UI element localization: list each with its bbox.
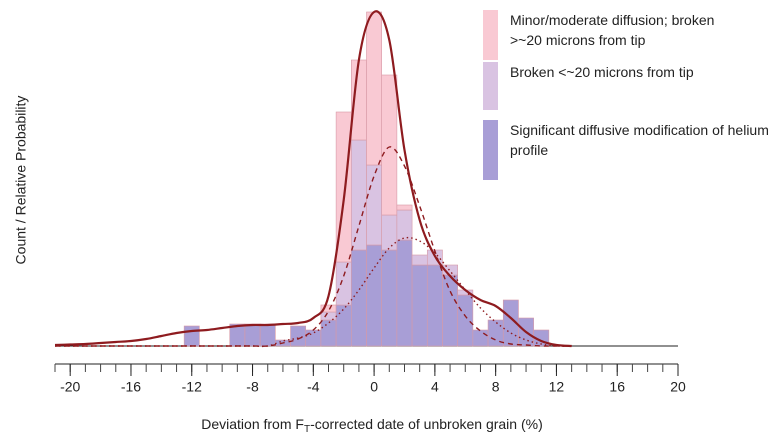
curve-dotted: [55, 236, 572, 348]
legend-swatch: [483, 62, 498, 110]
legend-swatch: [483, 10, 498, 60]
bar: [320, 319, 337, 347]
bar: [183, 325, 200, 347]
x-tick-label: 20: [670, 379, 686, 395]
bar: [411, 264, 428, 347]
bar: [396, 209, 413, 241]
x-label-part: -corrected date of unbroken grain (%): [310, 416, 543, 432]
x-label-subscript: T: [304, 424, 310, 435]
bar: [305, 329, 322, 347]
bar: [442, 274, 458, 347]
bar: [320, 311, 337, 321]
bar: [366, 244, 382, 347]
bar: [335, 261, 352, 306]
x-tick-label: -12: [182, 379, 202, 395]
bar: [396, 204, 413, 211]
legend-label: Broken <~20 microns from tip: [510, 64, 694, 80]
legend-item: Minor/moderate diffusion; broken >~20 mi…: [483, 10, 715, 60]
bar: [244, 323, 261, 347]
bar: [411, 254, 428, 266]
bar: [381, 74, 398, 216]
curve-dashed: [55, 146, 572, 347]
x-tick-label: 0: [370, 379, 378, 395]
legend-label: Minor/moderate diffusion; broken >~20 mi…: [510, 12, 715, 48]
legend-swatch: [483, 120, 498, 180]
x-tick-label: -4: [307, 379, 320, 395]
x-tick-label: 8: [492, 379, 500, 395]
bar: [259, 323, 276, 347]
legend-item: Significant diffusive modification of he…: [483, 120, 769, 180]
x-axis-label: Deviation from FT-corrected date of unbr…: [201, 416, 543, 435]
y-axis-label: Count / Relative Probability: [13, 96, 29, 265]
x-tick-label: -16: [121, 379, 141, 395]
bar: [457, 294, 474, 347]
x-tick-label: -20: [60, 379, 80, 395]
legend-item: Broken <~20 microns from tip: [483, 62, 769, 110]
bar: [396, 239, 413, 347]
bar: [335, 304, 352, 347]
x-tick-label: 4: [431, 379, 439, 395]
x-label-part: Deviation from F: [201, 416, 304, 432]
bar: [426, 264, 443, 347]
x-tick-label: -8: [246, 379, 259, 395]
bar: [366, 11, 382, 166]
legend-label: Significant diffusive modification of he…: [510, 122, 769, 158]
curve-solid: [54, 10, 572, 348]
x-tick-label: 12: [549, 379, 565, 395]
x-tick-label: 16: [609, 379, 625, 395]
bar: [351, 249, 367, 347]
bar: [472, 329, 489, 347]
bar: [351, 139, 367, 251]
bar: [381, 249, 398, 347]
bar: [381, 214, 398, 251]
bar: [290, 325, 307, 347]
